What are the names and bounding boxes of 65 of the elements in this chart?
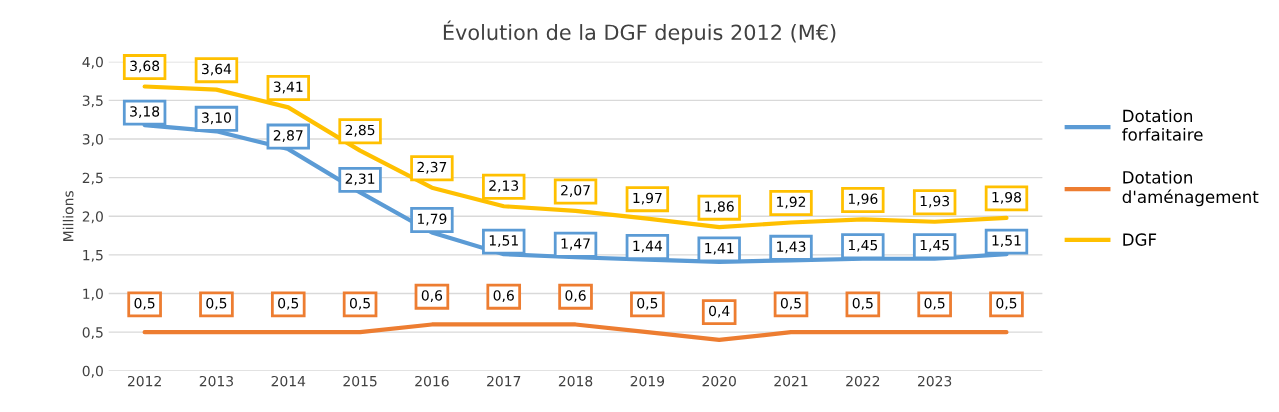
data-label: 1,51 (992, 235, 1021, 248)
data-label: 0,5 (637, 297, 658, 310)
y-axis-title: Millions (62, 191, 74, 241)
data-label: 3,18 (130, 106, 160, 119)
x-tick-label: 2013 (199, 375, 234, 387)
data-label: 0,4 (709, 305, 730, 318)
y-tick-label: 3,0 (82, 134, 103, 146)
x-tick-label: 2021 (774, 375, 808, 387)
data-label: 1,45 (848, 239, 878, 252)
y-tick-label: 0,5 (82, 327, 103, 340)
data-label: 0,5 (206, 297, 227, 310)
data-label: 0,6 (565, 290, 586, 303)
data-label: 0,5 (996, 297, 1017, 310)
legend-label: DGF (1123, 233, 1157, 246)
data-label: 1,86 (705, 201, 734, 214)
y-tick-label: 2,0 (82, 211, 103, 224)
data-label: 2,37 (417, 161, 447, 174)
x-tick-label: 2020 (702, 375, 736, 387)
y-tick-label: 1,0 (83, 288, 103, 301)
y-tick-label: 1,5 (83, 250, 103, 262)
data-label: 0,5 (349, 297, 370, 310)
data-label: 1,93 (920, 195, 949, 208)
data-label: 2,85 (345, 124, 375, 137)
data-label: 2,87 (273, 130, 303, 143)
data-label: 2,31 (345, 173, 375, 186)
data-label: 0,5 (134, 297, 155, 310)
data-label: 0,5 (780, 297, 801, 310)
legend-label: Dotation d'aménagement (1122, 170, 1259, 207)
data-label: 2,07 (561, 184, 590, 197)
x-tick-label: 2022 (846, 375, 880, 387)
data-label: 1,97 (633, 192, 662, 205)
data-label: 1,98 (992, 191, 1021, 204)
x-tick-label: 2023 (918, 375, 952, 387)
data-label: 1,44 (633, 240, 663, 253)
data-label: 0,6 (421, 290, 443, 303)
y-tick-label: 3,5 (82, 95, 103, 108)
x-tick-label: 2017 (487, 375, 521, 387)
data-label: 3,64 (202, 63, 232, 76)
data-label: 1,51 (489, 235, 518, 248)
x-tick-label: 2015 (343, 375, 377, 387)
x-tick-label: 2014 (271, 375, 306, 387)
y-tick-label: 2,5 (82, 172, 103, 185)
x-tick-label: 2019 (630, 375, 665, 387)
data-label: 1,45 (920, 239, 949, 252)
data-label: 0,5 (278, 297, 299, 310)
chart-title: Évolution de la DGF depuis 2012 (M€) (443, 20, 836, 45)
x-tick-label: 2016 (415, 375, 449, 387)
y-tick-label: 4,0 (82, 56, 103, 69)
data-label: 1,79 (417, 213, 447, 226)
legend-label: Dotation forfaitaire (1122, 109, 1203, 141)
x-tick-label: 2012 (127, 375, 161, 387)
data-label: 2,13 (489, 180, 519, 193)
data-label: 0,5 (924, 297, 945, 310)
data-label: 1,43 (777, 241, 806, 254)
x-tick-label: 2018 (558, 375, 593, 387)
y-tick-label: 0,0 (82, 365, 103, 378)
data-label: 0,6 (493, 290, 514, 303)
data-label: 3,41 (273, 81, 303, 94)
data-label: 1,96 (848, 193, 878, 206)
data-label: 1,47 (561, 238, 590, 251)
data-label: 3,68 (130, 60, 160, 73)
data-label: 3,10 (202, 112, 231, 125)
data-label: 1,92 (777, 196, 806, 209)
data-label: 1,41 (705, 243, 734, 255)
data-label: 0,5 (852, 297, 873, 310)
